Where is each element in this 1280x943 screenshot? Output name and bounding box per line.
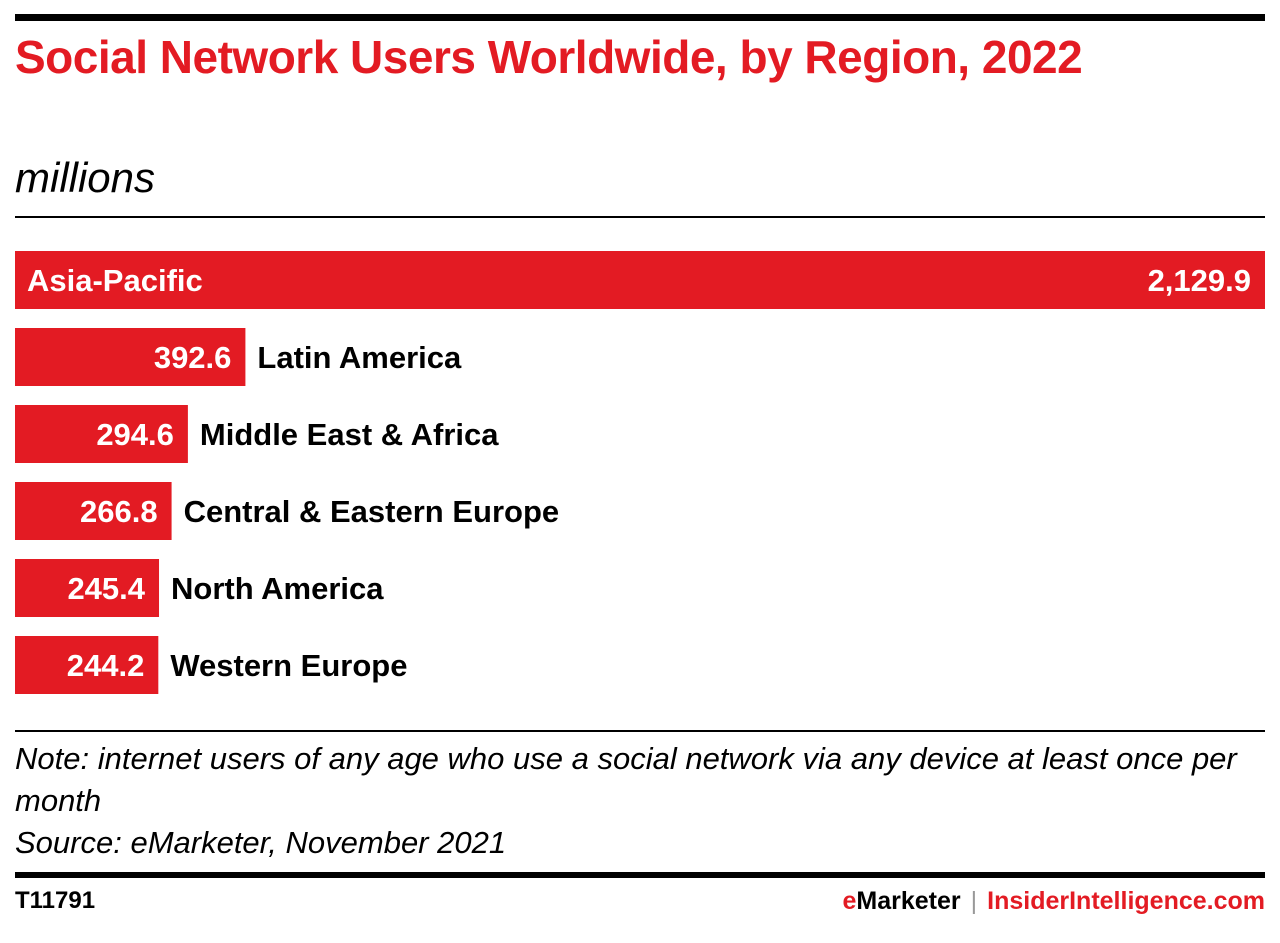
category-label-asia-pacific: Asia-Pacific — [27, 263, 203, 298]
category-label-north-america: North America — [171, 571, 384, 606]
brand-site-link[interactable]: InsiderIntelligence.com — [987, 887, 1265, 915]
brand-separator: | — [970, 887, 978, 915]
bar-asia-pacific — [15, 251, 1265, 309]
category-label-middle-east-and-africa: Middle East & Africa — [200, 417, 499, 452]
value-label-middle-east-and-africa: 294.6 — [96, 417, 174, 452]
value-label-asia-pacific: 2,129.9 — [1148, 263, 1251, 298]
brand-line: eMarketer | InsiderIntelligence.com — [843, 886, 1266, 916]
brand-emarketer: Marketer — [856, 887, 961, 915]
bar-chart: 2,129.9 Asia-Pacific 392.6 Latin America 294… — [15, 251, 1265, 694]
value-label-latin-america: 392.6 — [154, 340, 232, 375]
bottom-rule — [15, 872, 1265, 878]
note-rule — [15, 730, 1265, 732]
value-label-central-and-eastern-europe: 266.8 — [80, 494, 158, 529]
chart-id: T11791 — [15, 887, 96, 914]
chart-note: Note: internet users of any age who use … — [15, 741, 1237, 818]
chart-subtitle: millions — [15, 154, 156, 201]
top-rule — [15, 14, 1265, 21]
chart-title: Social Network Users Worldwide, by Regio… — [15, 31, 1083, 83]
category-label-central-and-eastern-europe: Central & Eastern Europe — [184, 494, 560, 529]
category-label-western-europe: Western Europe — [170, 648, 407, 683]
brand-emarketer-e: e — [842, 887, 857, 915]
bar-western-europe — [15, 636, 159, 694]
header-rule — [15, 216, 1265, 218]
value-label-western-europe: 244.2 — [67, 648, 145, 683]
bar-central-and-eastern-europe — [15, 482, 172, 540]
chart-source: Source: eMarketer, November 2021 — [15, 825, 507, 860]
category-label-latin-america: Latin America — [257, 340, 462, 375]
value-label-north-america: 245.4 — [67, 571, 145, 606]
bar-middle-east-and-africa — [15, 405, 188, 463]
bar-north-america — [15, 559, 160, 617]
bar-latin-america — [15, 328, 246, 386]
